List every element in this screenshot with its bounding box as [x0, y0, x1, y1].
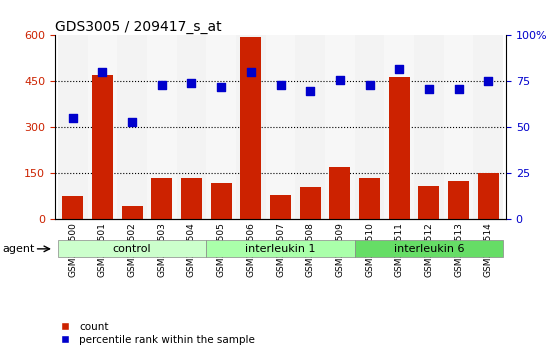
Bar — [389, 77, 410, 219]
FancyBboxPatch shape — [355, 240, 503, 257]
Bar — [58, 35, 87, 219]
Bar — [419, 186, 439, 219]
Bar — [122, 206, 142, 219]
Point — [454, 86, 463, 92]
Point — [425, 86, 433, 92]
Bar — [444, 35, 474, 219]
Bar — [474, 35, 503, 219]
Bar — [359, 178, 380, 219]
Bar — [211, 183, 232, 219]
Bar — [177, 35, 206, 219]
Point — [336, 77, 344, 82]
Point — [276, 82, 285, 88]
Bar — [151, 178, 172, 219]
Point — [128, 119, 136, 125]
Bar — [300, 187, 321, 219]
Point — [306, 88, 315, 93]
Bar — [414, 35, 444, 219]
Point — [187, 80, 196, 86]
Bar — [478, 173, 499, 219]
Bar — [329, 167, 350, 219]
Bar — [384, 35, 414, 219]
Bar — [325, 35, 355, 219]
Point — [365, 82, 374, 88]
Point — [157, 82, 166, 88]
FancyBboxPatch shape — [206, 240, 355, 257]
Bar — [87, 35, 117, 219]
Bar — [147, 35, 177, 219]
Text: GDS3005 / 209417_s_at: GDS3005 / 209417_s_at — [55, 21, 222, 34]
Point — [484, 79, 493, 84]
Point — [395, 66, 404, 72]
Bar — [270, 195, 291, 219]
Point — [217, 84, 226, 90]
Bar — [117, 35, 147, 219]
Bar — [266, 35, 295, 219]
Point — [68, 115, 77, 121]
Bar — [62, 196, 83, 219]
Bar — [295, 35, 325, 219]
Bar — [92, 75, 113, 219]
Text: interleukin 1: interleukin 1 — [245, 244, 316, 254]
Text: interleukin 6: interleukin 6 — [394, 244, 464, 254]
Point — [246, 69, 255, 75]
Text: control: control — [113, 244, 151, 254]
Bar — [448, 181, 469, 219]
FancyBboxPatch shape — [58, 240, 206, 257]
Legend: count, percentile rank within the sample: count, percentile rank within the sample — [60, 322, 255, 345]
Bar — [181, 178, 202, 219]
Bar — [355, 35, 384, 219]
Text: agent: agent — [3, 244, 35, 254]
Bar — [206, 35, 236, 219]
Bar — [240, 37, 261, 219]
Bar — [236, 35, 266, 219]
Point — [98, 69, 107, 75]
